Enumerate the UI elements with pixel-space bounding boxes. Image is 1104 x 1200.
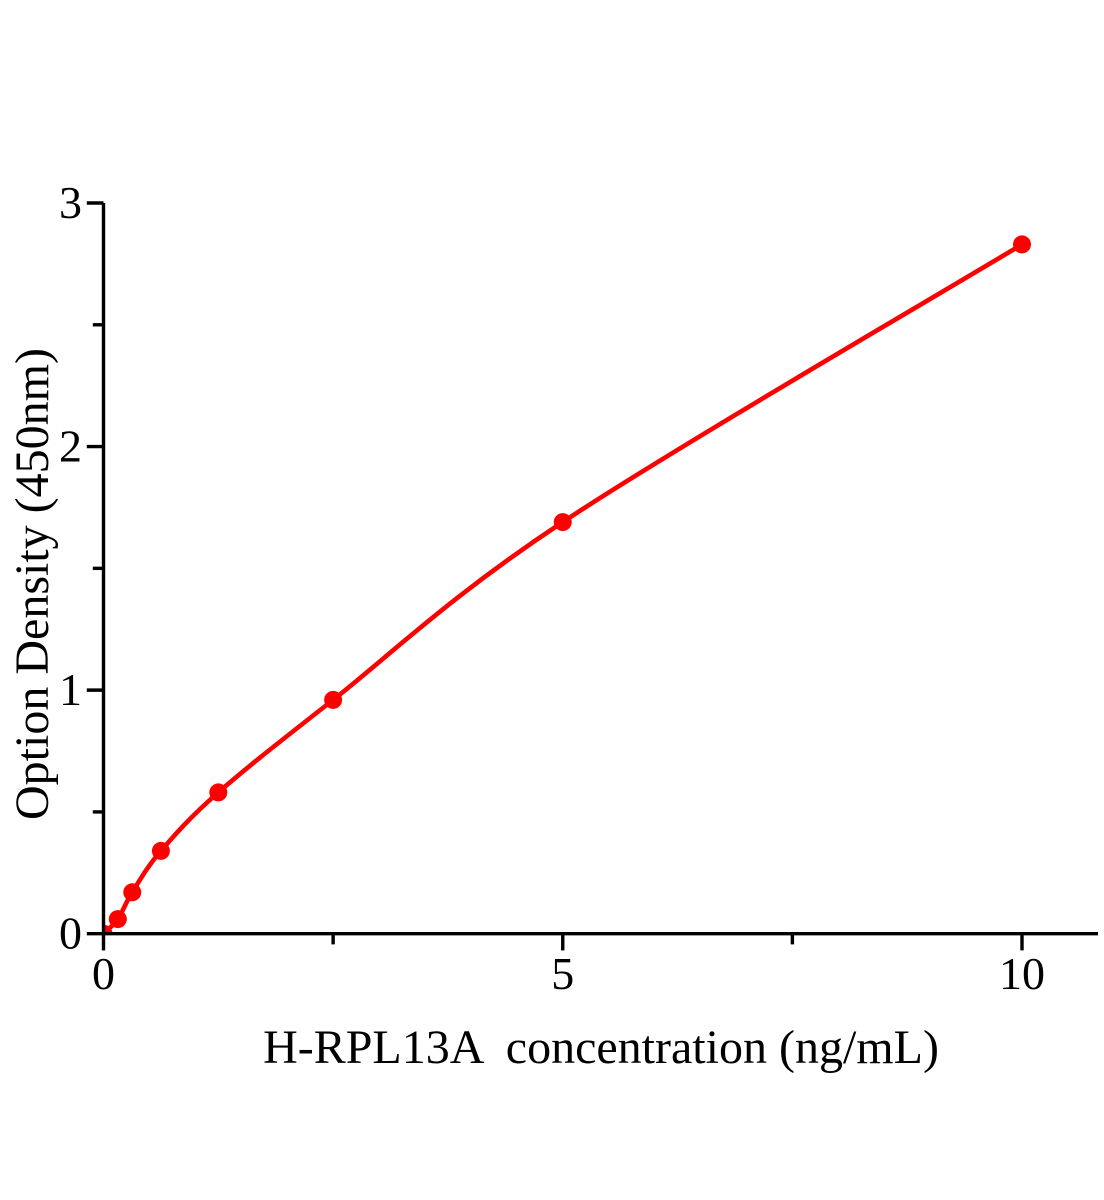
- data-series: [103, 235, 1031, 934]
- data-point: [1013, 235, 1031, 254]
- y-axis-title: Option Density (450nm): [6, 348, 59, 820]
- data-point: [553, 513, 572, 532]
- x-axis-title: H-RPL13A concentration (ng/mL): [263, 1021, 939, 1074]
- data-point: [108, 910, 127, 929]
- data-point: [151, 841, 170, 860]
- x-tick-label: 10: [999, 948, 1045, 999]
- data-point: [209, 783, 228, 802]
- x-tick-label: 5: [551, 948, 574, 999]
- axes: [86, 201, 1098, 951]
- data-point: [123, 883, 142, 902]
- y-tick-label: 1: [59, 664, 82, 715]
- data-point: [103, 924, 113, 934]
- data-point: [324, 690, 343, 709]
- x-tick-label: 0: [92, 948, 115, 999]
- tick-labels: 0 5 10 0 1 2 3: [59, 177, 1045, 999]
- fit-curve: [103, 242, 1025, 934]
- y-tick-label: 2: [59, 421, 82, 472]
- y-tick-label: 0: [59, 908, 82, 959]
- y-tick-label: 3: [59, 177, 82, 228]
